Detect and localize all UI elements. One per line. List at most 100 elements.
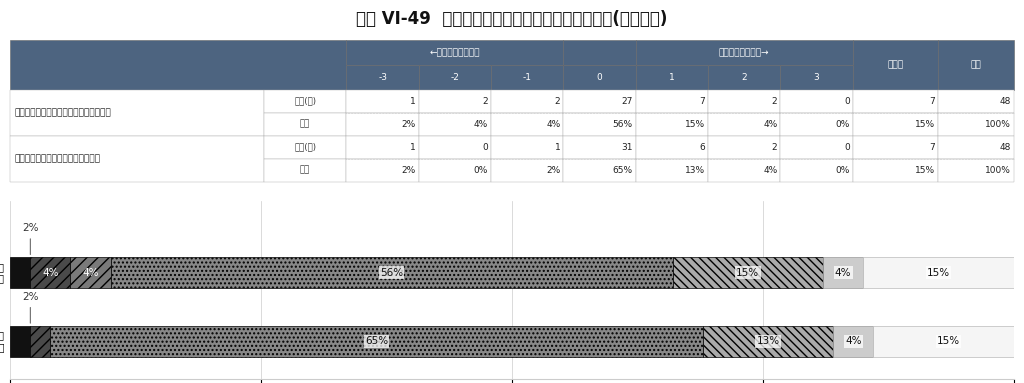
Bar (873, 326, 1024, 357)
Text: 7: 7 (929, 97, 935, 106)
Bar (264, 136, 346, 159)
Text: 2%: 2% (23, 292, 39, 323)
Text: 100%: 100% (985, 165, 1011, 175)
Text: 15%: 15% (736, 268, 760, 278)
Text: 0: 0 (844, 97, 850, 106)
Bar (346, 159, 419, 182)
Text: 1: 1 (669, 73, 675, 82)
Bar (346, 40, 563, 65)
Bar (780, 159, 853, 182)
Bar (853, 40, 938, 90)
Bar (708, 90, 780, 113)
Bar (563, 65, 636, 90)
Text: 0%: 0% (474, 165, 488, 175)
Bar (10, 326, 31, 357)
Bar (636, 113, 708, 136)
Bar (938, 40, 1014, 90)
Bar (50, 326, 702, 357)
Bar (419, 113, 492, 136)
Text: 1: 1 (410, 142, 416, 152)
Text: ←減少したと感じる: ←減少したと感じる (430, 48, 480, 57)
Text: 1: 1 (410, 97, 416, 106)
Text: 15%: 15% (914, 165, 935, 175)
Bar (492, 65, 563, 90)
Bar (419, 136, 492, 159)
Text: 6: 6 (699, 142, 705, 152)
Bar (492, 113, 563, 136)
Text: 0: 0 (844, 142, 850, 152)
Bar (264, 90, 346, 113)
Bar (823, 257, 863, 288)
Text: 0: 0 (597, 73, 602, 82)
Text: 65%: 65% (612, 165, 633, 175)
Text: 4%: 4% (474, 119, 488, 129)
Bar (636, 65, 708, 90)
Bar (563, 136, 636, 159)
Text: 100%: 100% (985, 119, 1011, 129)
Bar (563, 40, 636, 65)
Bar (780, 113, 853, 136)
Bar (636, 159, 708, 182)
Bar (71, 257, 111, 288)
Bar (853, 113, 938, 136)
Bar (834, 326, 873, 357)
Text: 4%: 4% (835, 268, 851, 278)
Text: 4%: 4% (763, 165, 777, 175)
Bar (636, 136, 708, 159)
Text: -2: -2 (451, 73, 460, 82)
Bar (702, 326, 834, 357)
Text: -1: -1 (522, 73, 531, 82)
Bar (111, 257, 673, 288)
Text: 48: 48 (999, 142, 1011, 152)
Bar (492, 136, 563, 159)
Text: 2%: 2% (546, 165, 560, 175)
Text: 機器導入による、職場の活気の変化: 機器導入による、職場の活気の変化 (14, 154, 100, 163)
Text: 人数(人): 人数(人) (294, 142, 316, 152)
Bar (636, 40, 853, 65)
Bar (10, 257, 31, 288)
Text: 無回答: 無回答 (887, 61, 903, 69)
Bar (853, 90, 938, 113)
Bar (938, 136, 1014, 159)
Text: 2: 2 (555, 97, 560, 106)
Text: 割合: 割合 (300, 119, 310, 129)
Text: 0%: 0% (836, 119, 850, 129)
Bar (938, 90, 1014, 113)
Bar (492, 90, 563, 113)
Bar (563, 90, 636, 113)
Text: 27: 27 (622, 97, 633, 106)
Text: 4%: 4% (763, 119, 777, 129)
Bar (419, 90, 492, 113)
Bar (346, 136, 419, 159)
Text: 7: 7 (699, 97, 705, 106)
Text: 4%: 4% (845, 336, 861, 346)
Text: 2: 2 (772, 97, 777, 106)
Text: 15%: 15% (927, 268, 950, 278)
Bar (10, 136, 264, 182)
Bar (419, 159, 492, 182)
Bar (938, 159, 1014, 182)
Bar (563, 113, 636, 136)
Bar (346, 65, 419, 90)
Bar (264, 113, 346, 136)
Bar (264, 159, 346, 182)
Bar (31, 257, 71, 288)
Text: 13%: 13% (685, 165, 705, 175)
Text: 合計: 合計 (971, 61, 981, 69)
Text: 図表 VI-49  機器導入によるモチベーションの変化(全床実証): 図表 VI-49 機器導入によるモチベーションの変化(全床実証) (356, 10, 668, 28)
Text: 2%: 2% (23, 223, 39, 255)
Text: 2: 2 (741, 73, 746, 82)
Bar (563, 159, 636, 182)
Bar (346, 90, 419, 113)
Text: 0: 0 (482, 142, 488, 152)
Text: 3: 3 (814, 73, 819, 82)
Text: 人数(人): 人数(人) (294, 97, 316, 106)
Text: 増加したと感じる→: 増加したと感じる→ (719, 48, 769, 57)
Text: 0%: 0% (836, 165, 850, 175)
Bar (780, 90, 853, 113)
Text: 2: 2 (482, 97, 488, 106)
Text: 2%: 2% (401, 165, 416, 175)
Text: 31: 31 (622, 142, 633, 152)
Bar (31, 326, 50, 357)
Text: 4%: 4% (82, 268, 98, 278)
